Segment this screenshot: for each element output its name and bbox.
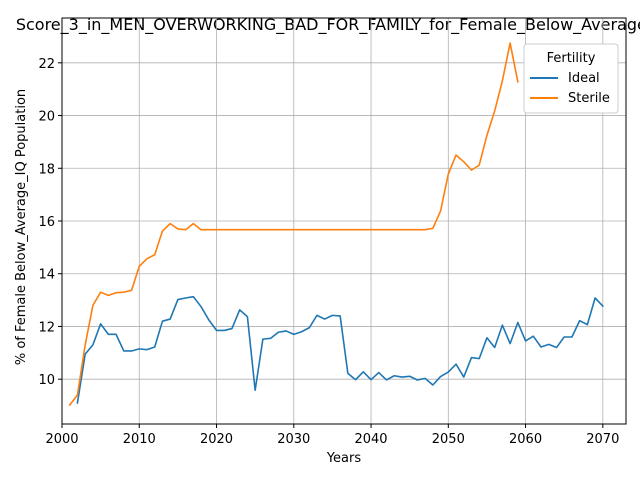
x-tick-label: 2050 [432,432,465,447]
series-layer [68,42,604,407]
x-tick-label: 2020 [200,432,233,447]
legend-title: Fertility [547,51,596,66]
series-line-sterile [68,42,519,407]
x-tick-label: 2010 [123,432,156,447]
y-tick-label: 18 [38,162,55,177]
x-axis-label: Years [326,451,362,466]
x-tick-label: 2000 [45,432,78,447]
y-tick-label: 14 [38,268,55,283]
chart-title: Score_3_in_MEN_OVERWORKING_BAD_FOR_FAMIL… [16,15,640,35]
legend-box [523,43,619,114]
legend: Fertility Ideal Sterile [523,43,619,114]
series-line-ideal [76,295,604,404]
x-axis: 2000 2010 2020 2030 2040 2050 2060 2070 [45,424,619,447]
x-tick-label: 2030 [277,432,310,447]
legend-label-ideal: Ideal [568,71,600,86]
y-axis-label: % of Female Below_Average_IQ Population [14,89,29,365]
x-tick-label: 2070 [586,432,619,447]
y-tick-label: 12 [38,320,55,335]
y-tick-label: 16 [38,215,55,230]
y-tick-label: 10 [38,373,55,388]
x-tick-label: 2040 [354,432,387,447]
y-tick-label: 22 [38,57,55,72]
x-tick-label: 2060 [509,432,542,447]
legend-label-sterile: Sterile [568,91,610,106]
y-axis: 10 12 14 16 18 20 22 [38,57,62,388]
y-tick-label: 20 [38,110,55,125]
